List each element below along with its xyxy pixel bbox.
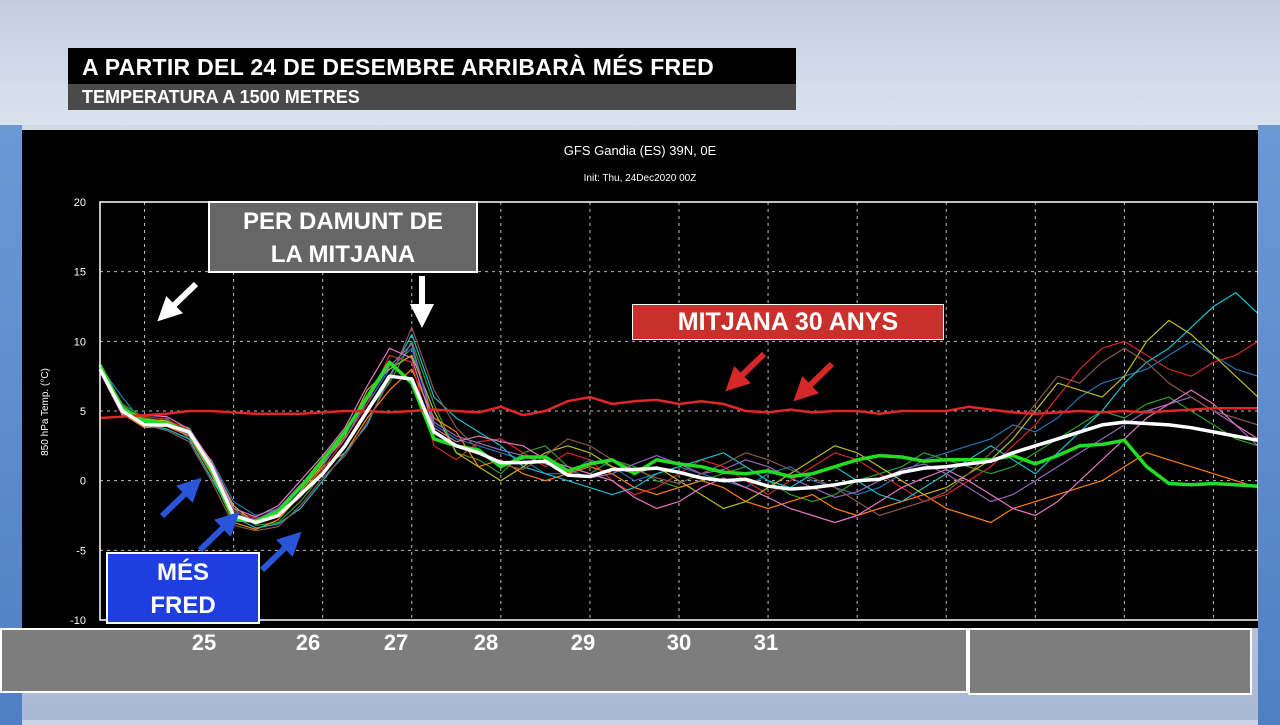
- callout-colder-line2: FRED: [150, 592, 216, 619]
- day-label-31: 31: [753, 630, 779, 655]
- y-tick-label: 20: [74, 197, 86, 209]
- series-line-member: [99, 326, 1258, 532]
- chart-plot-frame: [99, 201, 1258, 621]
- day-label-25: 25: [191, 630, 217, 655]
- day-axis-bar-right: [968, 628, 1252, 695]
- callout-above-average-line2: LA MITJANA: [270, 241, 416, 268]
- day-axis-bar: [0, 628, 968, 693]
- series-line-ensemble-mean: [98, 368, 1258, 525]
- y-tick-label: 5: [80, 406, 86, 418]
- callout-average-30y: MITJANA 30 ANYS: [632, 304, 944, 340]
- day-label-30: 30: [666, 630, 692, 655]
- background-sky-left: [0, 125, 22, 725]
- series-line-climatology: [99, 395, 1258, 420]
- callout-above-average-line1: PER DAMUNT DE: [242, 208, 443, 235]
- headline-box: A PARTIR DEL 24 DE DESEMBRE ARRIBARÀ MÉS…: [68, 48, 796, 85]
- callout-colder: MÉS FRED: [106, 552, 260, 624]
- chart-y-axis-label: 850 hPa Temp. (°C): [40, 368, 51, 456]
- day-label-27: 27: [383, 630, 409, 655]
- day-label-26: 26: [295, 630, 321, 655]
- y-tick-label: 10: [74, 336, 86, 348]
- chart-svg: GFS Gandia (ES) 39N, 0E Init: Thu, 24Dec…: [40, 143, 1258, 627]
- headline-subtitle: TEMPERATURA A 1500 METRES: [82, 87, 360, 107]
- chart-subtitle: Init: Thu, 24Dec2020 00Z: [584, 173, 697, 184]
- y-tick-label: 15: [74, 267, 86, 279]
- background-sky-right: [1258, 125, 1280, 725]
- chart-y-ticks: -10 -5 0 5 10 15 20: [70, 197, 86, 627]
- series-line-member: [99, 347, 1258, 524]
- day-label-29: 29: [570, 630, 596, 655]
- series-line-member: [99, 292, 1258, 529]
- chart-series: [98, 292, 1258, 532]
- y-tick-label: -10: [70, 615, 86, 627]
- day-label-28: 28: [473, 630, 499, 655]
- y-tick-label: -5: [76, 545, 86, 557]
- headline-title: A PARTIR DEL 24 DE DESEMBRE ARRIBARÀ MÉS…: [82, 54, 715, 80]
- callout-above-average: PER DAMUNT DE LA MITJANA: [208, 201, 478, 273]
- headline-subtitle-box: TEMPERATURA A 1500 METRES: [68, 84, 796, 110]
- series-line-control: [98, 360, 1258, 523]
- y-tick-label: 0: [80, 476, 86, 488]
- chart-title: GFS Gandia (ES) 39N, 0E: [564, 143, 717, 158]
- callout-colder-line1: MÉS: [156, 559, 209, 586]
